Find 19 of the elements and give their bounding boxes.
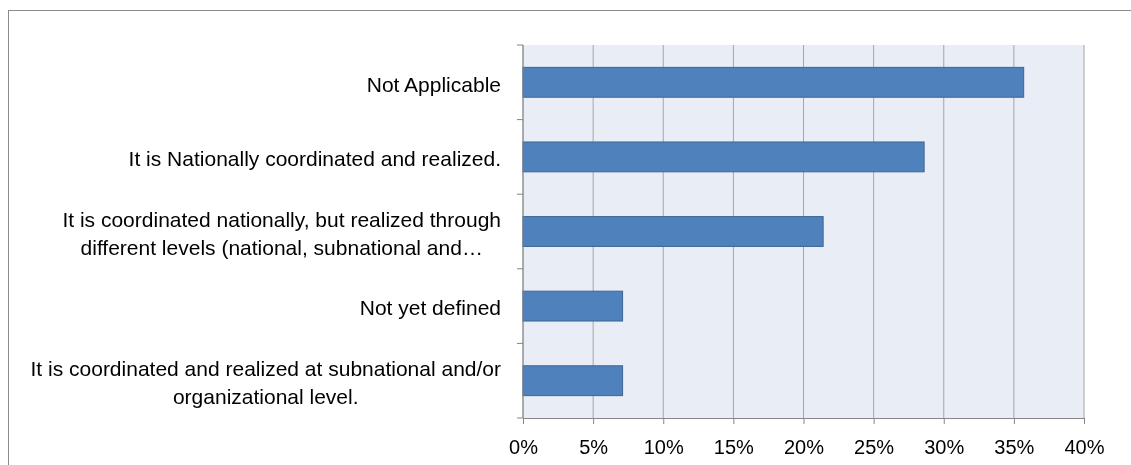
x-tick-label: 15% (713, 436, 755, 459)
y-tick-label: It is Nationally coordinated and realized. (128, 147, 501, 171)
x-tick-label: 5% (579, 436, 609, 459)
x-tick-label: 20% (783, 436, 825, 459)
y-tick-label: Not Applicable (366, 72, 501, 96)
bar (522, 365, 624, 397)
y-tick-label: It is coordinated nationally, but realized through different levels (national, subnational and… (62, 207, 501, 259)
bar (522, 290, 624, 322)
x-tick-label: 25% (854, 436, 895, 459)
x-tick-label: 0% (509, 436, 539, 459)
x-tick-label: 35% (994, 436, 1035, 459)
x-tick-label: 40% (1064, 436, 1105, 459)
y-tick-label: It is coordinated and realized at subnational and/or organizational level. (30, 357, 501, 409)
bar (522, 216, 824, 247)
bar (522, 141, 925, 173)
y-tick-label: Not yet defined (359, 296, 501, 320)
x-tick-label: 30% (924, 436, 965, 459)
x-tick-label: 10% (643, 436, 684, 459)
bar (522, 66, 1025, 98)
